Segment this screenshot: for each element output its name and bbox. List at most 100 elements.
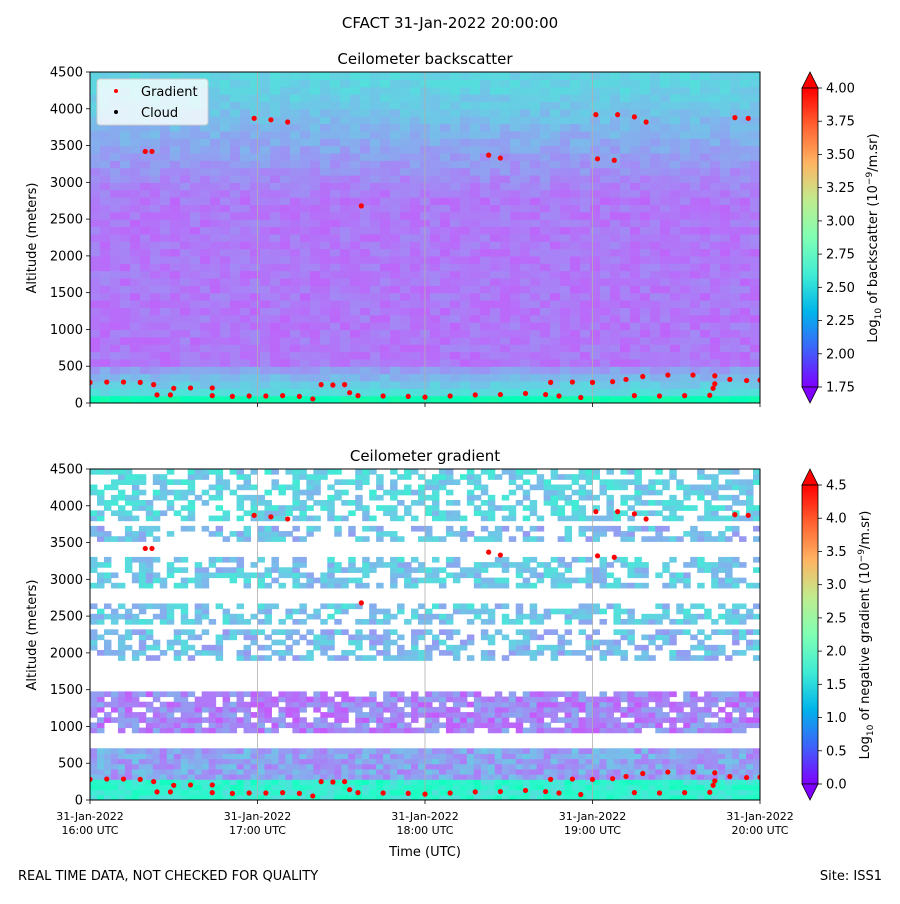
gradient-cell bbox=[146, 557, 153, 563]
backscatter-cell bbox=[350, 234, 361, 242]
backscatter-cell bbox=[90, 219, 101, 227]
gradient-cell bbox=[181, 479, 188, 485]
gradient-cell bbox=[369, 779, 376, 785]
gradient-cell bbox=[292, 619, 299, 625]
gradient-cell bbox=[258, 510, 265, 516]
backscatter-cell bbox=[300, 138, 311, 146]
gradient-cell bbox=[153, 474, 160, 480]
gradient-cell bbox=[146, 769, 153, 775]
backscatter-cell bbox=[640, 278, 651, 286]
gradient-cell bbox=[258, 526, 265, 532]
backscatter-cell bbox=[160, 263, 171, 271]
backscatter-cell bbox=[210, 249, 221, 257]
gradient-cell bbox=[397, 490, 404, 496]
backscatter-cell bbox=[370, 381, 381, 389]
gradient-cell bbox=[432, 614, 439, 620]
gradient-cell bbox=[216, 717, 223, 723]
backscatter-cell bbox=[120, 182, 131, 190]
gradient-cell bbox=[230, 614, 237, 620]
gradient-cell bbox=[397, 774, 404, 780]
backscatter-cell bbox=[550, 278, 561, 286]
backscatter-cell bbox=[290, 374, 301, 382]
gradient-cell bbox=[202, 583, 209, 589]
gradient-cell bbox=[460, 769, 467, 775]
backscatter-cell bbox=[120, 204, 131, 212]
backscatter-cell bbox=[610, 241, 621, 249]
backscatter-cell bbox=[140, 131, 151, 139]
gradient-cell bbox=[348, 748, 355, 754]
gradient-cell bbox=[244, 479, 251, 485]
gradient-cell bbox=[460, 474, 467, 480]
gradient-cell bbox=[111, 583, 118, 589]
backscatter-cell bbox=[230, 359, 241, 367]
gradient-cell bbox=[271, 784, 278, 790]
backscatter-cell bbox=[130, 234, 141, 242]
gradient-cell bbox=[439, 790, 446, 796]
backscatter-cell bbox=[410, 234, 421, 242]
backscatter-cell bbox=[220, 337, 231, 345]
backscatter-cell bbox=[590, 271, 601, 279]
gradient-cell bbox=[278, 572, 285, 578]
gradient-cell bbox=[299, 469, 306, 475]
gradient-cell bbox=[146, 790, 153, 796]
backscatter-cell bbox=[340, 322, 351, 330]
backscatter-cell bbox=[150, 300, 161, 308]
gradient-cell bbox=[327, 505, 334, 511]
backscatter-cell bbox=[400, 212, 411, 220]
gradient-cell bbox=[341, 629, 348, 635]
gradient-cell bbox=[195, 635, 202, 641]
gradient-cell bbox=[223, 619, 230, 625]
backscatter-cell bbox=[520, 366, 531, 374]
backscatter-cell bbox=[240, 249, 251, 257]
backscatter-cell bbox=[680, 146, 691, 154]
backscatter-cell bbox=[380, 263, 391, 271]
backscatter-cell bbox=[360, 109, 371, 117]
backscatter-cell bbox=[690, 337, 701, 345]
backscatter-cell bbox=[730, 344, 741, 352]
backscatter-cell bbox=[300, 116, 311, 124]
backscatter-cell bbox=[340, 396, 351, 404]
gradient-cell bbox=[390, 753, 397, 759]
gradient-cell bbox=[474, 753, 481, 759]
backscatter-cell bbox=[230, 293, 241, 301]
backscatter-cell bbox=[270, 374, 281, 382]
backscatter-cell bbox=[210, 212, 221, 220]
backscatter-cell bbox=[320, 234, 331, 242]
backscatter-cell bbox=[470, 300, 481, 308]
gradient-cell bbox=[258, 784, 265, 790]
backscatter-cell bbox=[340, 123, 351, 131]
backscatter-cell bbox=[720, 109, 731, 117]
backscatter-cell bbox=[200, 256, 211, 264]
backscatter-cell bbox=[540, 197, 551, 205]
backscatter-cell bbox=[610, 101, 621, 109]
backscatter-cell bbox=[170, 256, 181, 264]
backscatter-cell bbox=[140, 329, 151, 337]
backscatter-cell bbox=[590, 329, 601, 337]
gradient-cell bbox=[111, 629, 118, 635]
backscatter-cell bbox=[160, 182, 171, 190]
backscatter-cell bbox=[320, 72, 331, 80]
backscatter-cell bbox=[370, 241, 381, 249]
gradient-cell bbox=[320, 774, 327, 780]
gradient-point bbox=[252, 116, 257, 121]
backscatter-cell bbox=[250, 374, 261, 382]
gradient-cell bbox=[467, 702, 474, 708]
backscatter-cell bbox=[130, 300, 141, 308]
backscatter-cell bbox=[110, 271, 121, 279]
backscatter-cell bbox=[410, 359, 421, 367]
gradient-cell bbox=[167, 505, 174, 511]
backscatter-cell bbox=[400, 263, 411, 271]
gradient-cell bbox=[167, 702, 174, 708]
gradient-cell bbox=[104, 562, 111, 568]
backscatter-cell bbox=[300, 293, 311, 301]
backscatter-cell bbox=[360, 212, 371, 220]
backscatter-cell bbox=[310, 300, 321, 308]
gradient-cell bbox=[285, 645, 292, 651]
backscatter-cell bbox=[310, 168, 321, 176]
gradient-cell bbox=[278, 722, 285, 728]
backscatter-cell bbox=[260, 226, 271, 234]
gradient-cell bbox=[174, 479, 181, 485]
backscatter-cell bbox=[560, 175, 571, 183]
backscatter-cell bbox=[380, 300, 391, 308]
backscatter-cell bbox=[370, 300, 381, 308]
